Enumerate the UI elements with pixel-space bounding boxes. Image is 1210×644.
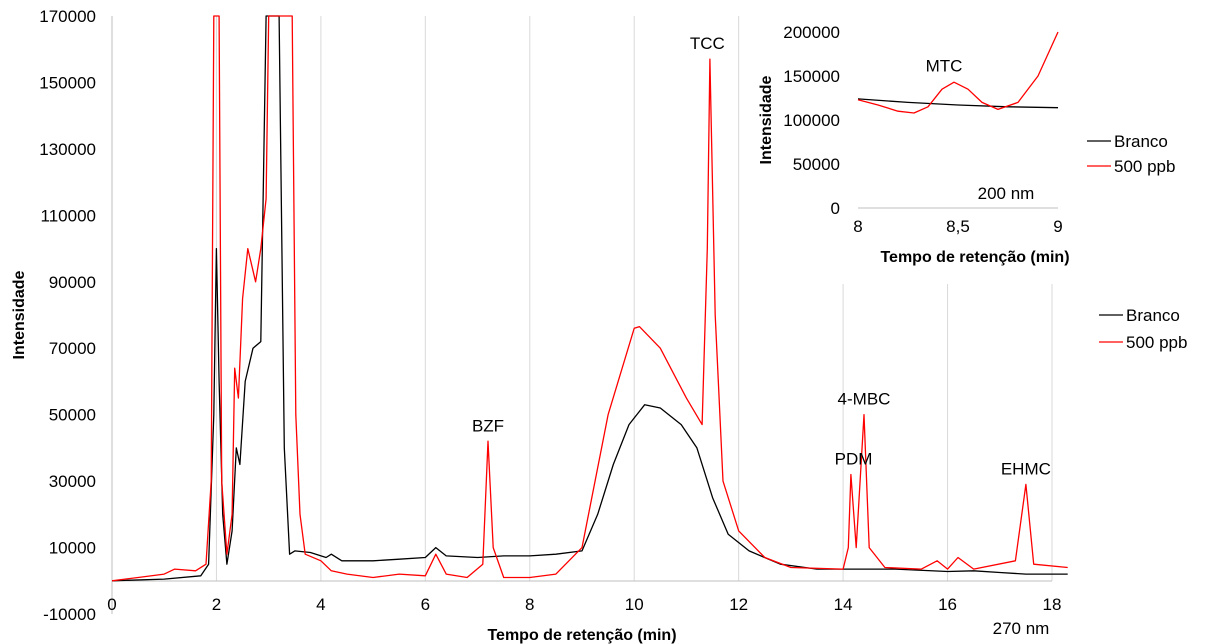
main-x-tick-6: 6 xyxy=(421,595,430,614)
inset-wavelength-note: 200 nm xyxy=(978,184,1035,203)
inset-annotation-mtc: MTC xyxy=(926,57,963,76)
inset-y-tick-200000: 200000 xyxy=(783,23,840,42)
main-y-tick-130000: 130000 xyxy=(39,140,96,159)
main-y-tick-30000: 30000 xyxy=(49,472,96,491)
main-legend-label-500ppb: 500 ppb xyxy=(1126,333,1187,352)
main-y-axis-title: Intensidade xyxy=(11,270,28,359)
main-series-line-500-ppb xyxy=(111,15,1068,582)
inset-y-axis-title: Intensidade xyxy=(758,75,775,164)
main-y-tick-70000: 70000 xyxy=(49,339,96,358)
inset-y-tick-50000: 50000 xyxy=(793,155,840,174)
main-legend: Branco 500 ppb xyxy=(1099,306,1187,352)
main-annotation-bzf: BZF xyxy=(472,416,504,435)
inset-x-axis-title: Tempo de retenção (min) xyxy=(880,249,1069,266)
main-series-lines xyxy=(111,15,1068,582)
main-x-axis-title: Tempo de retenção (min) xyxy=(487,627,676,644)
main-x-tick-18: 18 xyxy=(1043,595,1062,614)
inset-background xyxy=(742,4,1210,284)
inset-legend: Branco 500 ppb xyxy=(1087,132,1175,176)
inset-x-tick-9: 9 xyxy=(1053,217,1062,236)
main-annotation-tcc: TCC xyxy=(690,34,725,53)
inset-y-tick-150000: 150000 xyxy=(783,67,840,86)
main-x-tick-labels: 0 2 4 6 8 10 12 14 16 18 xyxy=(107,595,1061,614)
main-x-tick-16: 16 xyxy=(938,595,957,614)
main-wavelength-note: 270 nm xyxy=(993,619,1050,638)
main-x-tick-4: 4 xyxy=(316,595,325,614)
main-annotation-pdm: PDM xyxy=(835,450,873,469)
main-x-tick-12: 12 xyxy=(729,595,748,614)
inset-series-line-500-ppb xyxy=(857,31,1059,114)
main-legend-label-branco: Branco xyxy=(1126,306,1180,325)
main-x-tick-14: 14 xyxy=(834,595,853,614)
main-y-tick-labels: -10000 10000 30000 50000 70000 90000 110000 130… xyxy=(39,7,96,624)
main-annotations: BZF TCC PDM 4-MBC EHMC xyxy=(472,34,1051,478)
inset-y-tick-labels: 0 50000 100000 150000 200000 xyxy=(783,23,840,218)
main-y-tick-10000: 10000 xyxy=(49,539,96,558)
main-x-tick-0: 0 xyxy=(107,595,116,614)
main-x-tick-2: 2 xyxy=(212,595,221,614)
inset-annotations: MTC xyxy=(926,57,963,76)
inset-x-tick-8: 8 xyxy=(853,217,862,236)
inset-x-tick-8-5: 8,5 xyxy=(946,217,970,236)
main-y-tick-10000: -10000 xyxy=(43,605,96,624)
main-annotation-4-mbc: 4-MBC xyxy=(838,390,891,409)
inset-y-tick-100000: 100000 xyxy=(783,111,840,130)
main-x-tick-10: 10 xyxy=(625,595,644,614)
inset-series-line-branco xyxy=(857,98,1059,109)
inset-legend-label-branco: Branco xyxy=(1114,132,1168,151)
main-series-line-branco xyxy=(111,15,1068,582)
inset-legend-label-500ppb: 500 ppb xyxy=(1114,157,1175,176)
inset-x-tick-labels: 8 8,5 9 xyxy=(853,217,1062,236)
main-y-tick-150000: 150000 xyxy=(39,73,96,92)
main-y-tick-170000: 170000 xyxy=(39,7,96,26)
main-y-tick-110000: 110000 xyxy=(41,206,96,225)
main-x-tick-8: 8 xyxy=(525,595,534,614)
inset-y-tick-0: 0 xyxy=(831,199,840,218)
main-y-tick-90000: 90000 xyxy=(49,273,96,292)
inset-series-lines xyxy=(857,31,1059,114)
main-y-tick-50000: 50000 xyxy=(49,406,96,425)
main-annotation-ehmc: EHMC xyxy=(1001,459,1051,478)
